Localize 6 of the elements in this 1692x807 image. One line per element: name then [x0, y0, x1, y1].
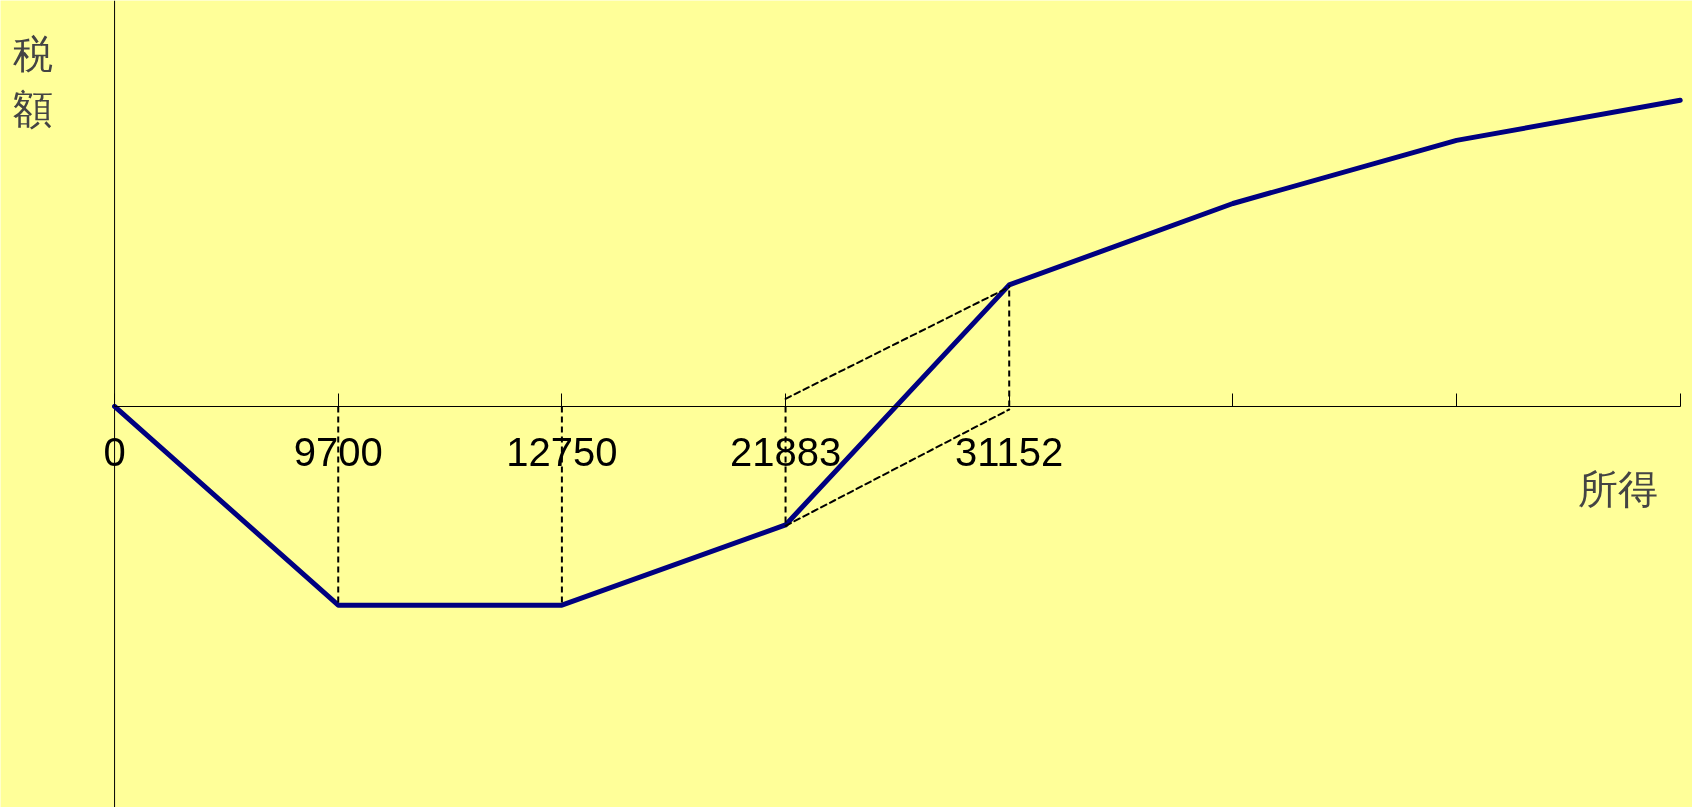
x-axis-title: 所得 [1577, 466, 1658, 513]
x-tick-label: 9700 [293, 430, 383, 475]
x-tick-label: 12750 [506, 430, 618, 475]
y-axis-title: 税額 [12, 30, 53, 132]
x-tick-label: 21883 [729, 430, 842, 475]
x-tick-label: 31152 [955, 430, 1064, 475]
